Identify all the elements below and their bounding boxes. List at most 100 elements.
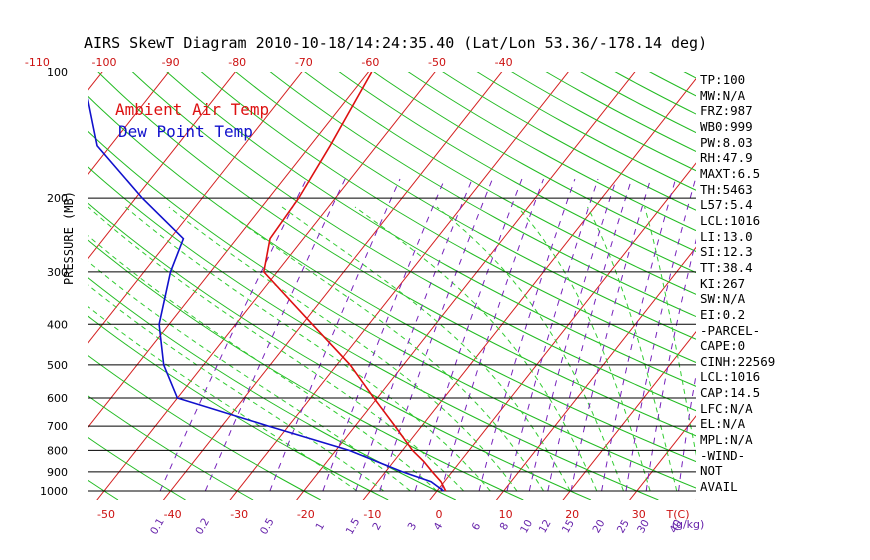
legend-dew-point-temp: Dew Point Temp (118, 122, 253, 141)
index-item: -WIND- (700, 447, 746, 463)
dry-adiabat-line (88, 130, 696, 489)
index-item: PW:8.03 (700, 134, 753, 150)
mixing-ratio-tick-label: 0.2 (193, 516, 212, 536)
dry-adiabat-line (373, 72, 696, 252)
index-item: RH:47.9 (700, 150, 753, 166)
mixing-ratio-tick-label: 2 (370, 521, 384, 533)
dry-adiabat-line (88, 202, 592, 500)
dry-adiabat-line (200, 72, 696, 364)
moist-adiabat-line (125, 206, 491, 492)
bottom-temp-tick-label: 30 (632, 508, 646, 521)
isotherm-line (0, 50, 53, 520)
mixing-ratio-tick-label: 6 (470, 520, 484, 532)
index-item: EL:N/A (700, 416, 746, 432)
index-item: -PARCEL- (700, 322, 761, 338)
moist-adiabat-line (88, 206, 464, 492)
index-item: MW:N/A (700, 87, 746, 103)
index-item: TP:100 (700, 72, 746, 87)
index-item: MAXT:6.5 (700, 165, 761, 181)
top-temp-tick-label: -50 (428, 56, 446, 69)
top-temp-tick-label: -100 (92, 56, 117, 69)
bottom-temp-tick-label: 20 (565, 508, 579, 521)
mixing-ratio-line (570, 178, 652, 492)
dry-adiabat-line (235, 72, 696, 340)
bottom-temp-tick-label: 10 (499, 508, 513, 521)
mixing-ratio-line (506, 178, 599, 492)
mixing-ratio-line (355, 178, 473, 492)
moist-adiabat-line (88, 306, 358, 492)
top-temp-tick-label: -90 (162, 56, 180, 69)
dry-adiabat-line (97, 72, 696, 437)
pressure-tick-label: 1000 (40, 485, 68, 498)
y-axis-label: PRESSURE (MB) (62, 191, 76, 285)
mixing-ratio-line (547, 178, 633, 492)
index-item: TT:38.4 (700, 259, 753, 275)
legend-ambient-air-temp: Ambient Air Temp (115, 100, 270, 119)
mixing-ratio-tick-label: 15 (560, 518, 577, 536)
mixing-ratio-line (528, 178, 617, 492)
mixing-ratio-line (269, 178, 401, 492)
bottom-temp-tick-label: 0 (436, 508, 443, 521)
mixing-ratio-tick-label: 12 (537, 518, 554, 536)
isotherm-line (88, 72, 236, 260)
isotherm-line (629, 415, 696, 500)
index-item: KI:267 (700, 275, 746, 291)
index-item: CINH:22569 (700, 353, 776, 369)
moist-adiabat-line (220, 206, 545, 492)
chart-title: AIRS SkewT Diagram 2010-10-18/14:24:35.4… (84, 34, 708, 52)
dry-adiabat-line (88, 315, 389, 500)
dry-adiabat-line (131, 72, 696, 412)
moist-adiabat-line (168, 206, 518, 492)
index-item: NOT (700, 463, 723, 479)
index-item: CAPE:0 (700, 338, 746, 354)
top-temp-tick-label: -110 (25, 56, 50, 69)
moist-adiabat-line (354, 206, 598, 492)
mixing-ratio-tick-label: 10 (518, 518, 535, 536)
moist-adiabat-line (517, 206, 651, 492)
isotherm-line (229, 72, 569, 500)
bottom-temp-tick-label: -10 (363, 508, 381, 521)
moist-adiabat-line (88, 260, 411, 492)
isotherm-line (88, 72, 303, 344)
dry-adiabat-line (88, 95, 696, 463)
index-item: SI:12.3 (700, 244, 753, 260)
moist-adiabat-line (644, 206, 696, 457)
index-item: LI:13.0 (700, 228, 753, 244)
dry-adiabat-line (476, 72, 696, 191)
mixing-ratio-line (478, 178, 576, 492)
bottom-temp-tick-label: -50 (97, 508, 115, 521)
dry-adiabat-line (407, 72, 696, 232)
mixing-ratio-tick-label: 4 (432, 520, 446, 532)
pressure-tick-label: 300 (47, 266, 68, 279)
mixing-ratio-line (159, 178, 307, 492)
moist-adiabat-line (587, 206, 678, 492)
stability-indices-panel: TP:100 MW:N/A FRZ:987 WB0:999 PW:8.03 RH:47.9… (700, 72, 790, 495)
isotherm-line (296, 72, 636, 500)
pressure-tick-label: 600 (47, 392, 68, 405)
isotherm-line (162, 72, 503, 500)
isotherm-line (96, 72, 436, 500)
dry-adiabat-line (442, 72, 696, 211)
dry-adiabat-line (0, 62, 51, 500)
isotherm-line (814, 50, 870, 520)
bottom-temp-tick-label: -40 (164, 508, 182, 521)
mixing-ratio-line (601, 178, 677, 492)
mixing-ratio-tick-label: 3 (406, 521, 420, 533)
dry-adiabat-line (511, 72, 696, 172)
pressure-tick-label: 100 (47, 66, 68, 79)
moist-adiabat-line (88, 235, 438, 492)
index-item: AVAIL (700, 479, 738, 495)
dew-point-temp-line (88, 97, 445, 492)
mixing-ratio-line (625, 178, 696, 492)
pressure-tick-label: 900 (47, 466, 68, 479)
mixing-ratio-line (414, 178, 523, 492)
index-item: WB0:999 (700, 118, 753, 134)
dry-adiabat-line (88, 479, 119, 500)
isotherm-line (495, 246, 696, 500)
isotherm-line (88, 72, 370, 428)
index-item: LCL:1016 (700, 369, 761, 385)
isotherm-line (88, 72, 170, 175)
mixing-ratio-line (204, 178, 346, 492)
